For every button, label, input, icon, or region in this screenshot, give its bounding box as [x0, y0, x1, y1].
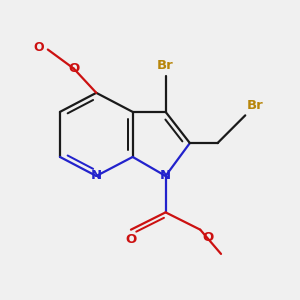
Text: Br: Br	[157, 59, 174, 72]
Text: N: N	[160, 169, 171, 182]
Text: N: N	[91, 169, 102, 182]
Text: O: O	[202, 231, 213, 244]
Text: O: O	[34, 41, 44, 54]
Text: O: O	[125, 233, 136, 246]
Text: O: O	[68, 62, 80, 75]
Text: Br: Br	[247, 99, 264, 112]
